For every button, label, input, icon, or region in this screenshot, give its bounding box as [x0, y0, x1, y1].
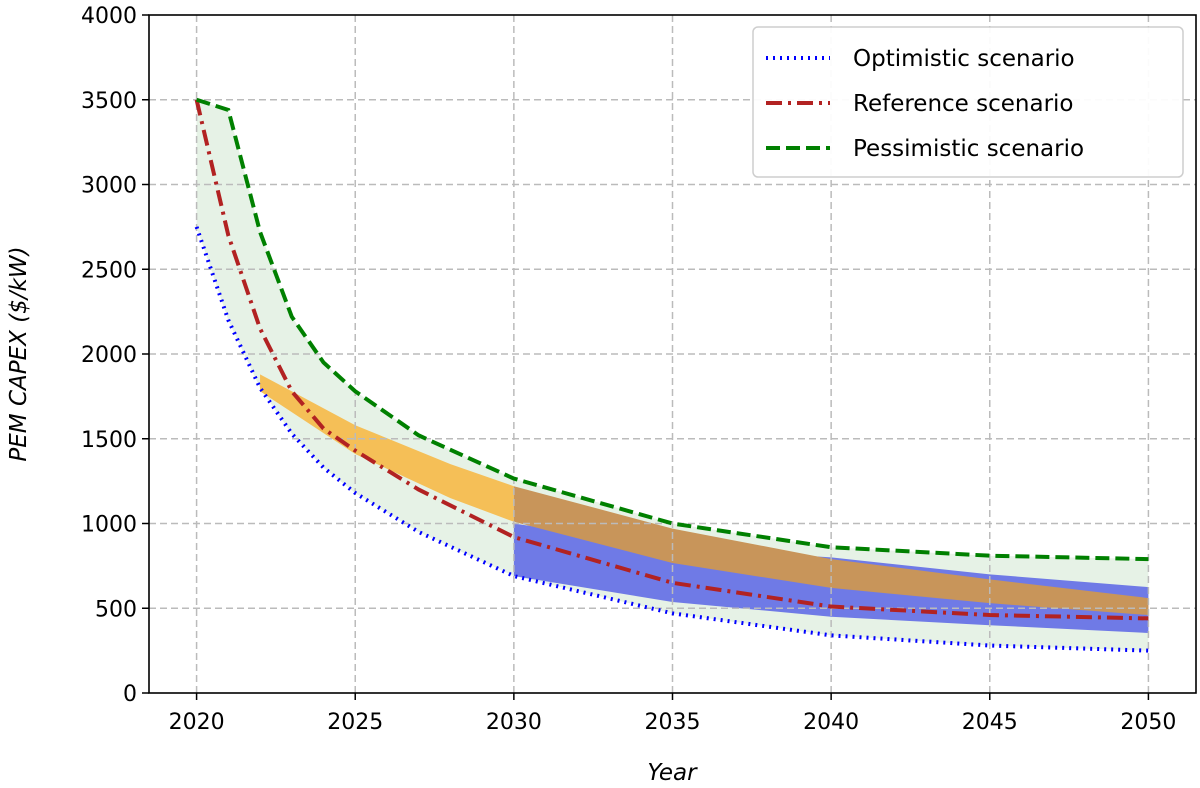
legend-label-optimistic: Optimistic scenario: [853, 46, 1075, 72]
y-tick-label: 0: [123, 682, 137, 707]
x-tick-label: 2030: [486, 710, 542, 735]
y-tick-label: 4000: [81, 4, 137, 29]
legend-label-pessimistic: Pessimistic scenario: [853, 136, 1084, 162]
x-axis-label: Year: [647, 760, 698, 786]
x-tick-label: 2050: [1120, 710, 1176, 735]
orange-band: [260, 374, 514, 522]
y-tick-label: 1000: [81, 513, 137, 538]
y-tick-label: 2500: [81, 258, 137, 283]
y-tick-label: 3000: [81, 174, 137, 199]
x-tick-label: 2020: [169, 710, 225, 735]
x-tick-label: 2025: [327, 710, 383, 735]
series-line-pessimistic: [195, 97, 1149, 562]
legend-label-reference: Reference scenario: [853, 91, 1074, 117]
y-tick-label: 500: [95, 597, 137, 622]
x-tick-label: 2045: [962, 710, 1018, 735]
y-tick-label: 3500: [81, 89, 137, 114]
scenario-range: [196, 99, 1149, 651]
y-tick-label: 2000: [81, 343, 137, 368]
legend: Optimistic scenario Reference scenario P…: [752, 26, 1184, 178]
y-tick-label: 1500: [81, 428, 137, 453]
series-line-reference: [194, 99, 1149, 621]
y-axis-label: PEM CAPEX ($/kW): [6, 246, 32, 461]
x-tick-label: 2040: [803, 710, 859, 735]
x-tick-label: 2035: [645, 710, 701, 735]
